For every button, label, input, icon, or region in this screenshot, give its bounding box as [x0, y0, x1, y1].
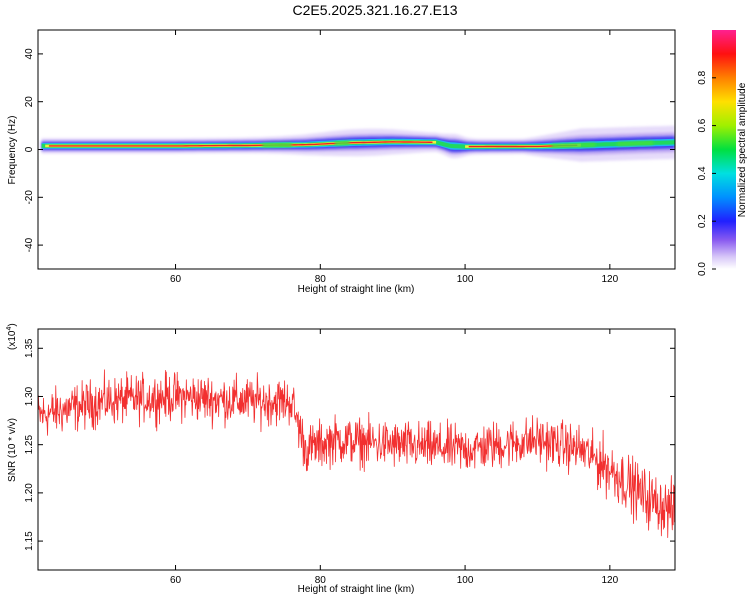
x-tick-label: 60	[170, 575, 182, 586]
snr-y-label: SNR (10 * v/v)	[7, 418, 18, 482]
x-tick-label: 80	[315, 274, 327, 285]
x-tick-label: 80	[315, 575, 327, 586]
colorbar-label: Normalized spectral amplitude	[737, 82, 748, 217]
colorbar-tick-label: 0.2	[697, 214, 708, 228]
x-tick-label: 100	[457, 274, 474, 285]
colorbar-ticks: 0.0 0.2 0.4 0.6 0.8	[697, 70, 716, 276]
spectrogram-red-ridge	[48, 141, 433, 147]
x-tick-label: 120	[602, 274, 619, 285]
y-tick-label: 1.35	[24, 338, 35, 358]
snr-y-multiplier: (x104)	[6, 323, 18, 350]
snr-x-ticks: 60 80 100 120	[170, 329, 619, 586]
y-tick-label: 0	[24, 146, 35, 152]
spectrogram-green-patch	[334, 140, 350, 146]
snr-series-line	[38, 369, 675, 539]
spectrogram-panel: 60 80 100 120 -40 -20 0 20 40 Height of straigh…	[7, 29, 676, 295]
x-tick-label: 60	[170, 274, 182, 285]
snr-y-ticks: 1.15 1.20 1.25 1.30 1.35	[24, 338, 675, 551]
spectrogram-green-patch	[617, 140, 654, 147]
y-tick-label: 1.30	[24, 386, 35, 406]
spectrogram-green-patch	[551, 142, 596, 149]
spectrogram-red-ridge	[468, 144, 578, 148]
spectrogram-heatmap	[41, 125, 675, 162]
spectrogram-green-patch	[262, 142, 292, 148]
x-tick-label: 120	[602, 575, 619, 586]
colorbar-gradient	[712, 30, 736, 269]
y-tick-label: 20	[24, 96, 35, 108]
spectrogram-x-label: Height of straight line (km)	[298, 284, 415, 295]
snr-x-label: Height of straight line (km)	[298, 584, 415, 595]
y-tick-label: 1.25	[24, 435, 35, 455]
chart-title: C2E5.2025.321.16.27.E13	[292, 2, 457, 18]
spectrogram-x-ticks: 60 80 100 120	[170, 30, 619, 285]
colorbar-tick-label: 0.6	[697, 118, 708, 132]
x-tick-label: 100	[457, 575, 474, 586]
y-tick-label: 1.20	[24, 483, 35, 503]
y-tick-label: 40	[24, 48, 35, 60]
y-tick-label: 1.15	[24, 531, 35, 551]
snr-frame	[37, 328, 676, 571]
colorbar-tick-label: 0.8	[697, 70, 708, 84]
colorbar: 0.0 0.2 0.4 0.6 0.8 Normalized spectral ampl…	[697, 30, 748, 276]
spectrogram-y-ticks: -40 -20 0 20 40	[24, 48, 675, 252]
y-tick-label: -40	[24, 237, 35, 252]
colorbar-tick-label: 0.0	[697, 262, 708, 276]
colorbar-tick-label: 0.4	[697, 166, 708, 180]
y-tick-label: -20	[24, 190, 35, 205]
snr-panel: 60 80 100 120 1.15 1.20 1.25 1.30 1.35 Height o…	[6, 323, 676, 595]
spectrogram-y-label: Frequency (Hz)	[7, 116, 18, 185]
